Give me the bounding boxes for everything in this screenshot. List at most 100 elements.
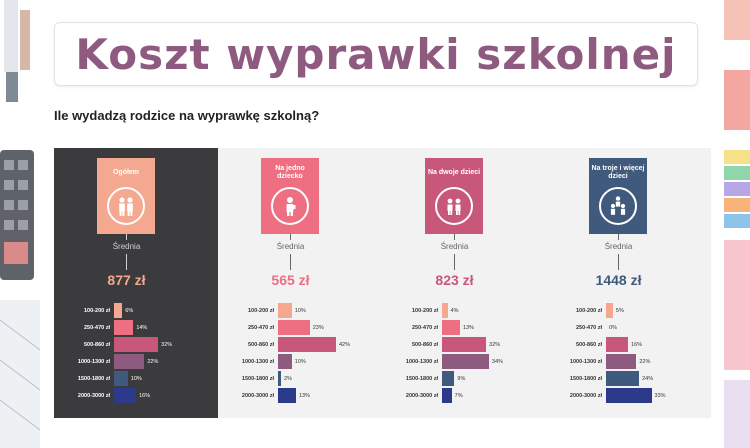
category-label: 1000-1300 zł — [77, 359, 110, 365]
value-label: 4% — [450, 308, 459, 314]
category-label: 1000-1300 zł — [405, 359, 438, 365]
bar — [278, 388, 296, 403]
value-label: 32% — [161, 342, 173, 348]
group-card: Na jedno dziecko — [261, 158, 319, 234]
value-label: 0% — [609, 325, 617, 331]
group-label: Ogółem — [112, 169, 140, 176]
average-value: 877 zł — [107, 272, 146, 288]
bar — [278, 354, 292, 369]
group-card: Na dwoje dzieci — [425, 158, 483, 234]
bar — [442, 371, 455, 386]
category-label: 100-200 zł — [248, 308, 274, 314]
chart-subtitle: Ile wydadzą rodzice na wyprawkę szkolną? — [54, 108, 320, 123]
page-title: Koszt wyprawki szkolnej — [75, 29, 677, 79]
bar — [114, 354, 145, 369]
bar — [606, 388, 652, 403]
value-label: 14% — [136, 325, 148, 331]
value-label: 10% — [294, 308, 306, 314]
category-label: 500-860 zł — [248, 342, 274, 348]
category-label: 100-200 zł — [412, 308, 438, 314]
value-label: 5% — [615, 308, 624, 314]
category-label: 1500-1800 zł — [77, 376, 110, 382]
value-label: 16% — [139, 393, 151, 399]
value-label: 13% — [462, 325, 474, 331]
average-label: Średnia — [440, 242, 469, 251]
value-label: 10% — [294, 359, 306, 365]
bar — [442, 388, 452, 403]
two-children-icon — [435, 187, 473, 225]
value-label: 16% — [631, 342, 643, 348]
value-label: 13% — [298, 393, 310, 399]
category-label: 2000-3000 zł — [569, 393, 602, 399]
group-card: Ogółem — [97, 158, 155, 234]
paintbrush-decoration — [4, 0, 30, 102]
connector-line — [126, 234, 127, 240]
average-label: Średnia — [276, 242, 305, 251]
category-label: 250-470 zł — [248, 325, 274, 331]
value-label: 10% — [130, 376, 142, 382]
value-label: 22% — [147, 359, 159, 365]
category-label: 1500-1800 zł — [569, 376, 602, 382]
average-value: 1448 zł — [595, 272, 642, 288]
connector-line — [618, 234, 619, 240]
panel-one-child: Na jedno dziecko Średnia 565 zł 100-200 zł 1… — [218, 148, 383, 418]
category-label: 1000-1300 zł — [569, 359, 602, 365]
bar — [278, 303, 292, 318]
category-label: 250-470 zł — [576, 325, 602, 331]
family-icon — [107, 187, 145, 225]
value-label: 34% — [491, 359, 503, 365]
bar — [606, 371, 640, 386]
bar — [442, 303, 448, 318]
bar — [606, 303, 613, 318]
value-label: 22% — [639, 359, 651, 365]
sticky-notes-decoration — [724, 0, 750, 448]
category-label: 2000-3000 zł — [77, 393, 110, 399]
value-label: 23% — [312, 325, 324, 331]
category-label: 500-860 zł — [576, 342, 602, 348]
category-label: 250-470 zł — [412, 325, 438, 331]
group-label: Na jedno dziecko — [275, 165, 305, 180]
category-label: 100-200 zł — [576, 308, 602, 314]
group-label: Na dwoje dzieci — [427, 169, 481, 176]
value-label: 9% — [457, 376, 466, 382]
category-label: 1500-1800 zł — [241, 376, 274, 382]
title-box: Koszt wyprawki szkolnej — [54, 22, 698, 86]
group-card: Na troje i więcej dzieci — [589, 158, 647, 234]
ruler-decoration — [0, 300, 40, 448]
value-label: 32% — [489, 342, 501, 348]
panel-overall: Ogółem Średnia 877 zł 100-200 zł 6% 250-470 z… — [54, 148, 219, 418]
value-label: 33% — [654, 393, 666, 399]
average-label: Średnia — [112, 242, 141, 251]
category-label: 2000-3000 zł — [405, 393, 438, 399]
category-label: 500-860 zł — [412, 342, 438, 348]
panel-three-children: Na troje i więcej dzieci Średnia 1448 zł 10… — [546, 148, 711, 418]
connector-line — [618, 254, 619, 270]
category-label: 500-860 zł — [84, 342, 110, 348]
bar — [114, 303, 123, 318]
connector-line — [454, 254, 455, 270]
connector-line — [290, 254, 291, 270]
connector-line — [454, 234, 455, 240]
bar — [442, 320, 460, 335]
bar — [606, 337, 629, 352]
connector-line — [126, 254, 127, 270]
bar — [114, 320, 134, 335]
one-child-icon — [271, 187, 309, 225]
value-label: 2% — [284, 376, 292, 382]
category-label: 2000-3000 zł — [241, 393, 274, 399]
category-label: 250-470 zł — [84, 325, 110, 331]
panel-two-children: Na dwoje dzieci Średnia 823 zł 100-200 zł 4%… — [382, 148, 547, 418]
category-label: 100-200 zł — [84, 308, 110, 314]
bar — [278, 371, 281, 386]
calculator-decoration — [0, 150, 34, 280]
category-label: 1000-1300 zł — [241, 359, 274, 365]
average-value: 823 zł — [435, 272, 474, 288]
bar — [114, 388, 137, 403]
connector-line — [290, 234, 291, 240]
bar — [114, 337, 159, 352]
bar — [606, 354, 637, 369]
value-label: 42% — [338, 342, 350, 348]
bar — [114, 371, 128, 386]
group-label: Na troje i więcej dzieci — [591, 165, 645, 180]
value-label: 24% — [642, 376, 654, 382]
